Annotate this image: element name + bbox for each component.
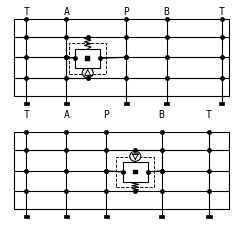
Bar [64, 102, 69, 105]
Bar [122, 163, 147, 182]
Text: B: B [163, 7, 169, 16]
Bar [163, 102, 169, 105]
Bar [205, 215, 211, 218]
Bar [69, 44, 106, 74]
Bar [158, 215, 164, 218]
Bar [14, 133, 228, 210]
Bar [218, 102, 224, 105]
Text: P: P [123, 7, 129, 16]
Bar [103, 215, 109, 218]
Text: A: A [63, 7, 69, 16]
Circle shape [82, 68, 93, 79]
Bar [24, 102, 29, 105]
Bar [85, 57, 90, 61]
Bar [64, 215, 69, 218]
Bar [132, 170, 137, 174]
Text: P: P [103, 109, 109, 120]
Text: A: A [63, 109, 69, 120]
Bar [24, 215, 29, 218]
Text: T: T [23, 109, 29, 120]
Bar [14, 19, 228, 96]
Bar [123, 102, 129, 105]
Text: T: T [218, 7, 224, 16]
Text: T: T [23, 7, 29, 16]
Bar [116, 157, 153, 188]
Text: T: T [205, 109, 211, 120]
Circle shape [129, 152, 140, 162]
Bar [75, 49, 100, 69]
Text: B: B [158, 109, 164, 120]
